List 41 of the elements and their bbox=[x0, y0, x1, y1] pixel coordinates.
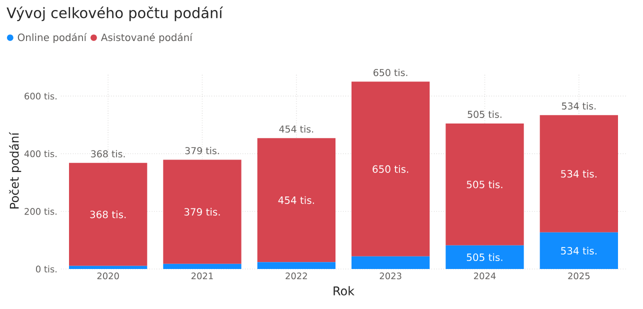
bar bbox=[352, 82, 430, 256]
y-tick-label: 400 tis. bbox=[24, 150, 57, 158]
total-label: 505 tis. bbox=[468, 110, 502, 118]
x-tick-label: 2021 bbox=[191, 272, 213, 280]
annotation: 650 tis. bbox=[372, 165, 408, 173]
total-label: 379 tis. bbox=[185, 146, 219, 154]
x-tick-label: 2022 bbox=[286, 272, 307, 280]
legend-label: Asistované podání bbox=[100, 32, 193, 44]
x-tick-label: 2023 bbox=[380, 272, 402, 280]
bar bbox=[446, 245, 524, 269]
x-axis-title: Rok bbox=[334, 286, 354, 296]
bar bbox=[446, 123, 524, 246]
bar bbox=[352, 256, 430, 269]
x-tick-label: 2024 bbox=[474, 272, 496, 280]
annotation: 505 tis. bbox=[466, 253, 502, 262]
y-tick-label: 600 tis. bbox=[24, 92, 57, 100]
total-label: 454 tis. bbox=[279, 125, 314, 133]
annotation: 534 tis. bbox=[561, 170, 596, 178]
x-tick-label: 2020 bbox=[97, 272, 119, 280]
legend-label: Online podání bbox=[18, 32, 87, 44]
y-tick-label: 200 tis. bbox=[24, 208, 57, 215]
total-label: 534 tis. bbox=[562, 102, 596, 110]
bar bbox=[540, 115, 618, 232]
chart-title: Vývoj celkového počtu podání bbox=[6, 6, 224, 22]
x-tick-label: 2025 bbox=[568, 272, 590, 280]
annotation: 534 tis. bbox=[561, 246, 596, 255]
bar bbox=[163, 160, 242, 264]
bar bbox=[163, 264, 242, 269]
bar bbox=[257, 138, 336, 262]
total-label: 368 tis. bbox=[91, 150, 125, 158]
bar bbox=[69, 162, 148, 266]
bar bbox=[540, 232, 618, 269]
annotation: 505 tis. bbox=[466, 180, 502, 188]
annotation: 379 tis. bbox=[184, 208, 220, 216]
bar bbox=[69, 266, 148, 269]
total-label: 650 tis. bbox=[374, 68, 408, 76]
bar bbox=[257, 262, 336, 269]
annotation: 454 tis. bbox=[278, 196, 314, 204]
annotation: 368 tis. bbox=[90, 210, 126, 218]
y-axis-title: Počet podání bbox=[9, 132, 22, 208]
y-tick-label: 0 tis. bbox=[36, 266, 57, 272]
